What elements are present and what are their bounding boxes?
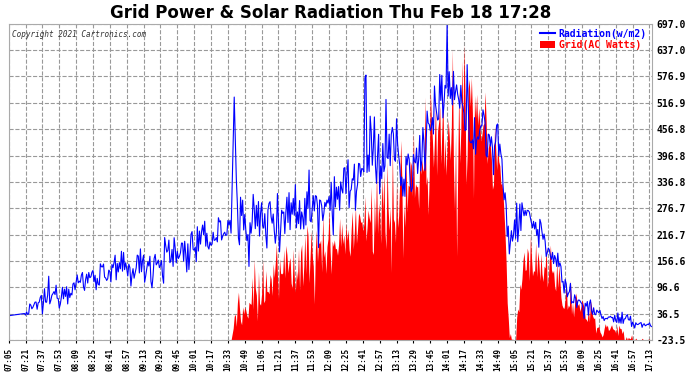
Legend: Radiation(w/m2), Grid(AC Watts): Radiation(w/m2), Grid(AC Watts) — [540, 28, 647, 50]
Text: Copyright 2021 Cartronics.com: Copyright 2021 Cartronics.com — [12, 30, 146, 39]
Title: Grid Power & Solar Radiation Thu Feb 18 17:28: Grid Power & Solar Radiation Thu Feb 18 … — [110, 4, 551, 22]
